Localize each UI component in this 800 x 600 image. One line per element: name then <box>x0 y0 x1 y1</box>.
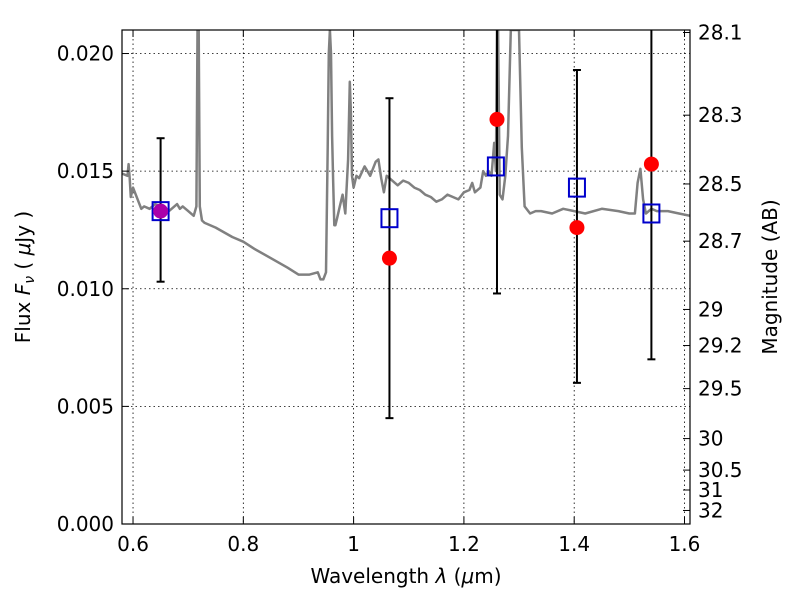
x-axis-title: Wavelength λ (μm) <box>310 564 501 588</box>
y2-tick-label: 31 <box>698 478 723 502</box>
x-tick-label: 1.6 <box>669 532 701 556</box>
spectrum-line <box>122 30 690 281</box>
x-tick-label: 1 <box>347 532 360 556</box>
y-tick-label: 0.020 <box>57 42 114 66</box>
y2-tick-label: 29 <box>698 297 723 321</box>
y2-axis-title: Magnitude (AB) <box>758 199 782 354</box>
y-tick-label: 0.005 <box>57 394 114 418</box>
y2-tick-label: 32 <box>698 498 723 522</box>
y-tick-label: 0.010 <box>57 277 114 301</box>
x-tick-label: 1.4 <box>558 532 590 556</box>
y2-tick-label: 29.5 <box>698 377 743 401</box>
model-points-layer <box>151 156 661 229</box>
y-tick-label: 0.000 <box>57 512 114 536</box>
model-point <box>486 156 505 177</box>
y2-tick-label: 28.1 <box>698 20 743 44</box>
y2-tick-label: 28.3 <box>698 103 743 127</box>
observed-point <box>381 250 397 266</box>
axes-layer: 0.6 0.8 1 1.2 1.4 1.6 0.000 0.005 0.010 0.015 0.02… <box>57 20 743 556</box>
observed-point <box>569 220 585 236</box>
spectrum-layer <box>122 30 690 281</box>
model-point <box>380 208 399 229</box>
model-point <box>567 177 586 198</box>
y-axis-title: Flux Fν ( μJy ) <box>11 211 38 343</box>
model-point <box>642 203 661 224</box>
y2-tick-label: 30.5 <box>698 458 743 482</box>
y-tick-label: 0.015 <box>57 159 114 183</box>
observed-point <box>489 111 505 127</box>
x-tick-label: 0.6 <box>117 532 149 556</box>
y2-tick-label: 30 <box>698 427 723 451</box>
y2-tick-label: 28.5 <box>698 172 743 196</box>
plot-background <box>122 30 690 524</box>
observed-point <box>643 156 659 172</box>
plot-frame <box>121 29 691 525</box>
observed-points-layer <box>153 111 659 266</box>
model-point <box>151 201 170 222</box>
observed-point <box>153 203 169 219</box>
x-tick-label: 0.8 <box>227 532 259 556</box>
y2-tick-label: 28.7 <box>698 229 743 253</box>
y2-tick-label: 29.2 <box>698 334 743 358</box>
x-tick-label: 1.2 <box>448 532 480 556</box>
